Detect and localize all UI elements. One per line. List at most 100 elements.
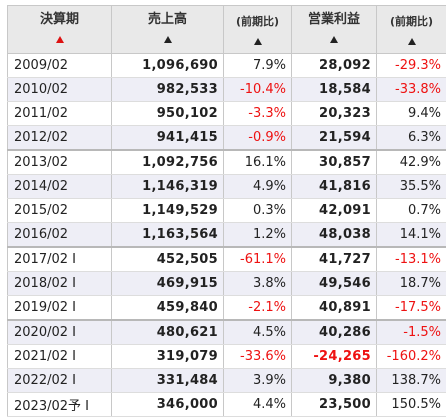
cell-period: 2010/02 (8, 78, 112, 102)
cell-period: 2015/02 (8, 199, 112, 223)
cell-sales: 1,096,690 (112, 54, 224, 78)
column-header-label: 決算期 (8, 12, 111, 28)
cell-sales-chg: -33.6% (224, 345, 292, 369)
cell-op-chg: 0.7% (377, 199, 446, 223)
cell-sales-chg: -61.1% (224, 247, 292, 272)
cell-op: 41,816 (292, 175, 377, 199)
sort-triangle-icon[interactable] (56, 36, 64, 43)
cell-op-chg: -29.3% (377, 54, 446, 78)
cell-op: 40,286 (292, 320, 377, 345)
cell-op-chg: -17.5% (377, 296, 446, 321)
cell-sales-chg: 4.9% (224, 175, 292, 199)
cell-sales: 480,621 (112, 320, 224, 345)
cell-period: 2021/02 I (8, 345, 112, 369)
cell-op: 49,546 (292, 272, 377, 296)
cell-op: 18,584 (292, 78, 377, 102)
cell-sales: 319,079 (112, 345, 224, 369)
cell-op: 23,500 (292, 393, 377, 417)
sort-triangle-icon[interactable] (254, 38, 262, 45)
cell-period: 2014/02 (8, 175, 112, 199)
cell-op-chg: -160.2% (377, 345, 446, 369)
cell-sales: 1,149,529 (112, 199, 224, 223)
cell-sales-chg: 0.3% (224, 199, 292, 223)
cell-sales: 331,484 (112, 369, 224, 393)
cell-sales-chg: 4.5% (224, 320, 292, 345)
cell-sales-chg: 1.2% (224, 223, 292, 248)
cell-period: 2020/02 I (8, 320, 112, 345)
column-header-label: 売上高 (112, 12, 223, 28)
cell-op: 30,857 (292, 150, 377, 175)
cell-sales: 950,102 (112, 102, 224, 126)
cell-op-chg: 9.4% (377, 102, 446, 126)
cell-op-chg: -13.1% (377, 247, 446, 272)
cell-period: 2019/02 I (8, 296, 112, 321)
cell-sales: 452,505 (112, 247, 224, 272)
cell-op-chg: 150.5% (377, 393, 446, 417)
cell-sales-chg: 7.9% (224, 54, 292, 78)
cell-op: 21,594 (292, 126, 377, 151)
cell-period: 2013/02 (8, 150, 112, 175)
cell-op-chg: -1.5% (377, 320, 446, 345)
cell-sales-chg: -3.3% (224, 102, 292, 126)
cell-sales: 1,146,319 (112, 175, 224, 199)
cell-op: 48,038 (292, 223, 377, 248)
cell-op: 41,727 (292, 247, 377, 272)
cell-op: 28,092 (292, 54, 377, 78)
cell-op-chg: 42.9% (377, 150, 446, 175)
sort-triangle-icon[interactable] (408, 38, 416, 45)
cell-sales-chg: 4.4% (224, 393, 292, 417)
cell-sales: 469,915 (112, 272, 224, 296)
column-header-sales_chg[interactable]: (前期比) (224, 6, 292, 54)
cell-op-chg: 14.1% (377, 223, 446, 248)
sort-triangle-icon[interactable] (164, 36, 172, 43)
cell-op: 20,323 (292, 102, 377, 126)
cell-op-chg: 6.3% (377, 126, 446, 151)
column-header-op_chg[interactable]: (前期比) (377, 6, 446, 54)
cell-sales: 1,092,756 (112, 150, 224, 175)
cell-op-chg: -33.8% (377, 78, 446, 102)
cell-sales-chg: 16.1% (224, 150, 292, 175)
cell-op-chg: 138.7% (377, 369, 446, 393)
column-header-op[interactable]: 営業利益 (292, 6, 377, 54)
cell-sales: 346,000 (112, 393, 224, 417)
cell-period: 2012/02 (8, 126, 112, 151)
cell-period: 2022/02 I (8, 369, 112, 393)
cell-sales-chg: 3.9% (224, 369, 292, 393)
cell-period: 2023/02予 I (8, 393, 112, 417)
column-header-period[interactable]: 決算期 (8, 6, 112, 54)
cell-op-chg: 18.7% (377, 272, 446, 296)
column-header-label: (前期比) (377, 14, 446, 30)
cell-sales: 1,163,564 (112, 223, 224, 248)
table-header-row: 決算期売上高(前期比)営業利益(前期比) (8, 6, 446, 54)
cell-sales-chg: -2.1% (224, 296, 292, 321)
column-header-label: 営業利益 (292, 12, 376, 28)
column-header-label: (前期比) (224, 14, 291, 30)
cell-op-chg: 35.5% (377, 175, 446, 199)
cell-op: -24,265 (292, 345, 377, 369)
column-header-sales[interactable]: 売上高 (112, 6, 224, 54)
cell-sales: 982,533 (112, 78, 224, 102)
cell-sales-chg: -0.9% (224, 126, 292, 151)
cell-period: 2018/02 I (8, 272, 112, 296)
cell-op: 40,891 (292, 296, 377, 321)
cell-period: 2017/02 I (8, 247, 112, 272)
cell-sales-chg: 3.8% (224, 272, 292, 296)
sort-triangle-icon[interactable] (330, 36, 338, 43)
